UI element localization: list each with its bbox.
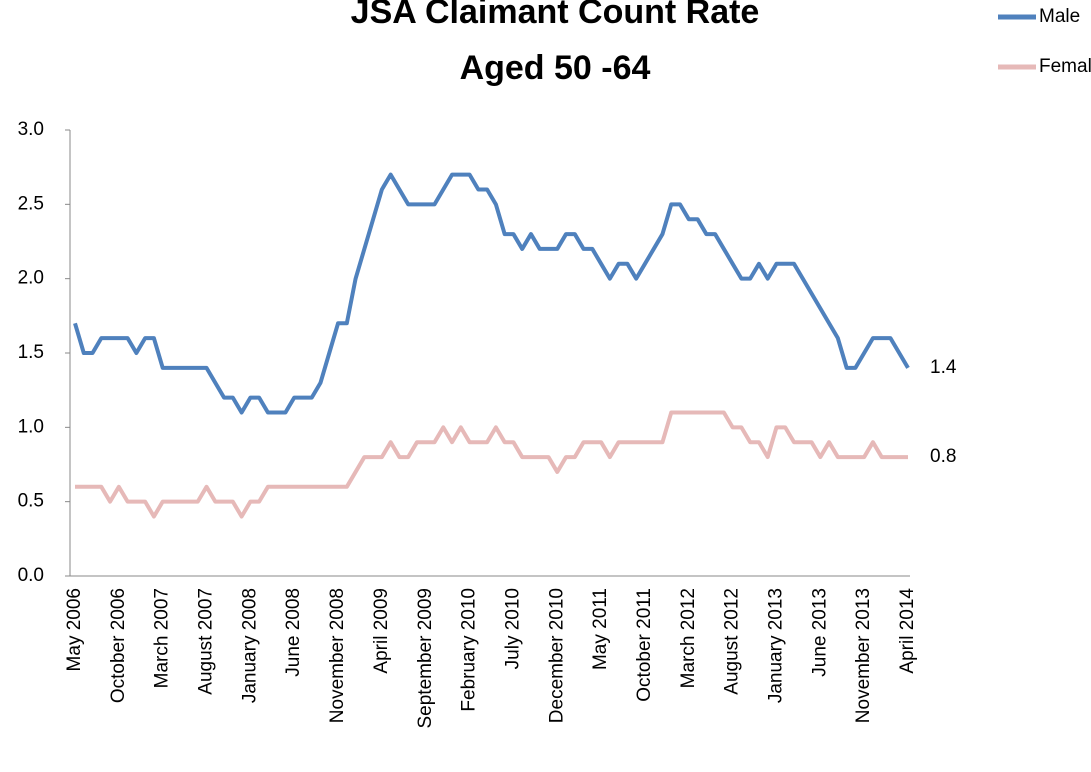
y-tick-label: 1.5 (18, 342, 44, 363)
legend-label: Female (1039, 56, 1091, 77)
x-tick-label: September 2009 (415, 588, 436, 729)
x-tick-label: October 2006 (108, 588, 129, 703)
end-value-label: 1.4 (930, 357, 957, 378)
y-tick-label: 0.5 (18, 491, 44, 512)
chart-subtitle: Aged 50 -64 (460, 49, 651, 87)
y-tick-label: 2.0 (18, 268, 44, 289)
legend-label: Male (1039, 6, 1080, 27)
x-tick-label: October 2011 (634, 588, 655, 702)
x-tick-label: June 2013 (809, 588, 830, 677)
x-tick-label: November 2008 (327, 588, 348, 723)
x-tick-label: March 2007 (152, 588, 173, 688)
x-tick-label: August 2012 (722, 588, 743, 695)
x-tick-label: April 2014 (897, 588, 918, 674)
x-tick-label: November 2013 (853, 588, 874, 723)
x-tick-label: May 2011 (590, 588, 611, 670)
x-tick-label: June 2008 (283, 588, 304, 677)
series-line (73, 172, 910, 415)
x-tick-label: February 2010 (459, 588, 480, 712)
end-value-label: 0.8 (930, 446, 956, 467)
x-tick-label: March 2012 (678, 588, 699, 688)
chart-title: JSA Claimant Count Rate (351, 0, 760, 31)
x-tick-label: December 2010 (546, 588, 567, 723)
x-tick-label: January 2013 (765, 588, 786, 703)
series-line (75, 410, 908, 519)
y-tick-label: 0.0 (18, 565, 44, 586)
y-tick-label: 1.0 (18, 416, 44, 437)
x-tick-label: April 2009 (371, 588, 392, 674)
y-tick-label: 3.0 (18, 119, 44, 140)
x-tick-label: May 2006 (64, 588, 85, 671)
x-tick-label: January 2008 (239, 588, 260, 703)
x-tick-label: August 2007 (196, 588, 217, 695)
y-tick-label: 2.5 (18, 193, 44, 214)
x-tick-label: July 2010 (502, 588, 523, 669)
